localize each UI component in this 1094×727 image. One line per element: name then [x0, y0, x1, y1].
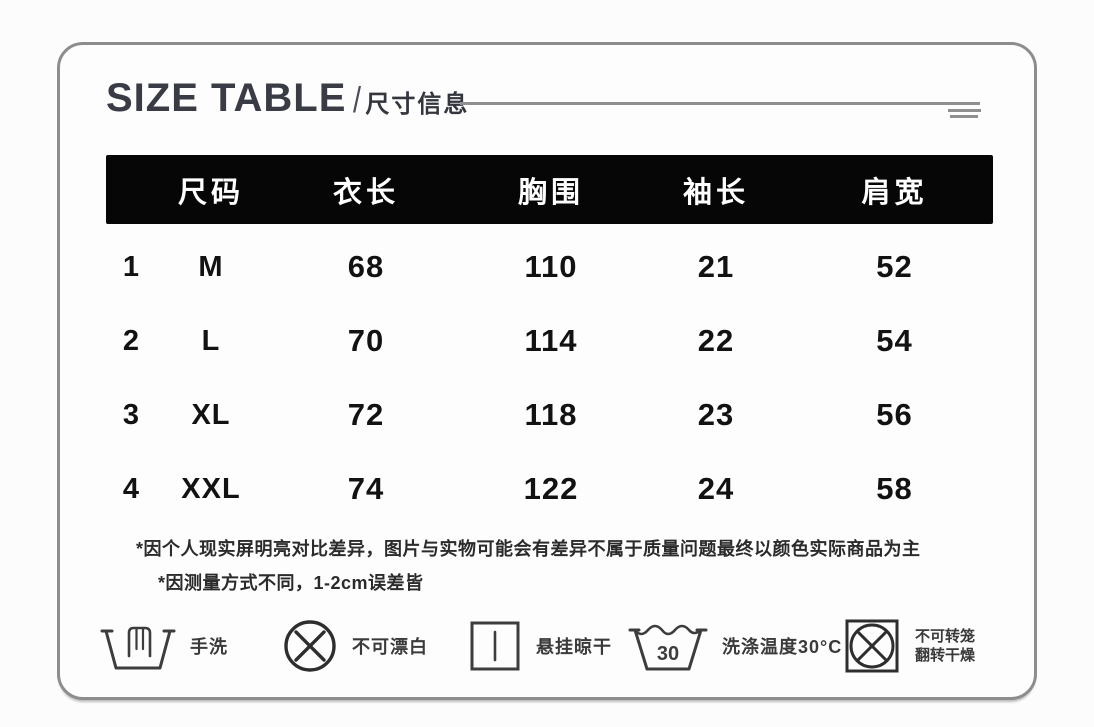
- care-label: 不可漂白: [352, 637, 428, 657]
- cell-shoulder: 56: [876, 397, 913, 432]
- title-block: SIZE TABLE / 尺寸信息: [106, 78, 469, 118]
- cell-chest: 114: [524, 323, 578, 358]
- size-table-body: 1 M 68 110 21 52 2 L 70 114 22 54 3 XL 7…: [106, 230, 993, 526]
- cell-size: XXL: [181, 472, 241, 505]
- care-item-no-tumble-dry: 不可转笼 翻转干燥: [843, 617, 975, 675]
- cell-sleeve: 21: [697, 249, 735, 284]
- col-header-sleeve: 袖长: [682, 176, 749, 209]
- no-bleach-icon: [282, 618, 338, 674]
- cell-shoulder: 58: [876, 471, 913, 506]
- page-subtitle: 尺寸信息: [365, 90, 470, 118]
- care-item-wash-temp: 30 洗涤温度30°C: [628, 617, 842, 675]
- cell-shoulder: 54: [876, 323, 913, 358]
- care-label-line-1: 不可转笼: [915, 627, 976, 645]
- title-rule-dash-1: [948, 109, 981, 112]
- table-row: 2 L 70 114 22 54: [106, 304, 993, 378]
- table-row: 1 M 68 110 21 52: [106, 230, 993, 304]
- cell-length: 72: [347, 397, 385, 432]
- col-header-size: 尺码: [177, 176, 244, 209]
- hang-dry-icon: [468, 619, 522, 673]
- care-item-hang-dry: 悬挂晾干: [468, 619, 612, 673]
- care-label: 手洗: [190, 637, 228, 657]
- col-header-chest: 胸围: [517, 176, 584, 209]
- cell-sleeve: 23: [697, 397, 735, 432]
- size-table-header: 尺码 衣长 胸围 袖长 肩宽: [106, 155, 993, 224]
- cell-shoulder: 52: [876, 249, 913, 284]
- cell-length: 74: [347, 471, 385, 506]
- wash-temp-30-icon: 30: [628, 617, 708, 675]
- col-header-length: 衣长: [332, 176, 399, 209]
- cell-size: L: [201, 324, 221, 357]
- row-index: 3: [122, 398, 140, 431]
- cell-sleeve: 24: [697, 471, 735, 506]
- cell-length: 70: [347, 323, 385, 358]
- title-slash: /: [353, 79, 362, 120]
- care-label: 悬挂晾干: [536, 637, 612, 657]
- col-header-shoulder: 肩宽: [861, 176, 928, 209]
- cell-chest: 110: [524, 249, 578, 284]
- cell-sleeve: 22: [697, 323, 735, 358]
- cell-length: 68: [347, 249, 385, 284]
- page-title: SIZE TABLE: [106, 76, 347, 120]
- wash-temp-value: 30: [657, 643, 679, 665]
- hand-wash-icon: [100, 618, 176, 674]
- table-row: 3 XL 72 118 23 56: [106, 378, 993, 452]
- footnote-color-disclaimer: *因个人现实屏明亮对比差异，图片与实物可能会有差异不属于质量问题最终以颜色实际商…: [136, 539, 921, 559]
- care-label: 不可转笼 翻转干燥: [915, 627, 975, 666]
- size-table: 尺码 衣长 胸围 袖长 肩宽 1 M 68 110 21 52 2 L 70 1…: [106, 155, 993, 526]
- cell-chest: 118: [524, 397, 578, 432]
- care-item-hand-wash: 手洗: [100, 618, 228, 674]
- care-item-no-bleach: 不可漂白: [282, 618, 428, 674]
- row-index: 4: [122, 472, 140, 505]
- cell-size: XL: [191, 398, 231, 431]
- cell-chest: 122: [523, 471, 579, 506]
- cell-size: M: [198, 250, 224, 283]
- title-rule: [460, 102, 980, 105]
- no-tumble-dry-icon: [843, 617, 901, 675]
- footnote-measure-disclaimer: *因测量方式不同，1-2cm误差皆: [158, 573, 424, 593]
- care-label: 洗涤温度30°C: [722, 637, 843, 657]
- row-index: 1: [122, 250, 140, 283]
- outer-frame: SIZE TABLE / 尺寸信息 尺码 衣长 胸围 袖长 肩宽 1 M 68 …: [57, 42, 1037, 700]
- row-index: 2: [122, 324, 140, 357]
- table-row: 4 XXL 74 122 24 58: [106, 452, 993, 526]
- title-rule-dash-2: [950, 115, 978, 118]
- care-label-line-2: 翻转干燥: [915, 647, 976, 664]
